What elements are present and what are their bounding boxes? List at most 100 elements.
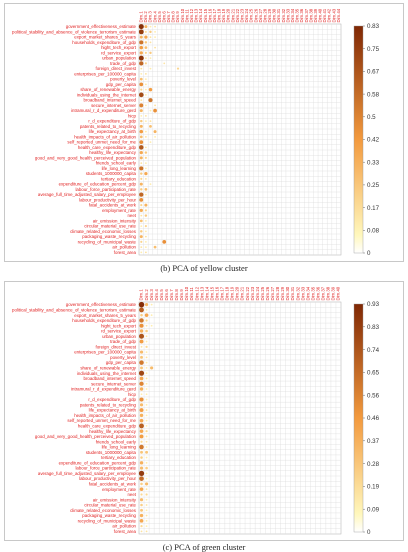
row-label: tertiary_education (101, 455, 136, 460)
heatmap-cell (163, 62, 166, 65)
row-label: life_long_learning (102, 445, 137, 450)
column-label: Dim.19 (221, 8, 226, 22)
color-bar-ticks: 0.93 0.83 0.74 0.65 0.56 0.46 0.37 0.28 0.19 0.09… (363, 301, 380, 536)
row-label: climate_related_economic_losses (70, 229, 137, 234)
heatmap-cell (138, 55, 144, 61)
heatmap-cell (145, 398, 148, 401)
heatmap-cell (139, 418, 144, 423)
heatmap-grid (138, 301, 342, 535)
row-label: rd_service_export (101, 329, 137, 334)
row-label: expenditure_of_education_percent_gdp (59, 182, 137, 187)
heatmap-cell (144, 151, 148, 154)
heatmap-cell (140, 503, 143, 507)
row-label: patents_related_to_recycling (80, 124, 137, 129)
heatmap-cell (139, 333, 145, 339)
heatmap-cell (139, 182, 143, 186)
heatmap-cell (144, 303, 149, 307)
heatmap-cell (139, 518, 144, 523)
column-label: Dim.36 (315, 286, 320, 300)
heatmap-cell (140, 72, 143, 75)
column-label: Dim.15 (209, 286, 214, 300)
heatmap-cell (139, 219, 143, 223)
column-label: Dim.29 (267, 8, 272, 22)
column-label: Dim.10 (184, 286, 189, 300)
row-label: packaging_waste_recycling (82, 513, 136, 518)
heatmap-cell (145, 393, 148, 396)
column-label: Dim.27 (258, 8, 263, 22)
column-label: Dim.21 (240, 286, 245, 300)
row-label: r_d_expenditure_of_gdp (88, 397, 136, 402)
row-label: circular_material_use_rate (84, 503, 136, 508)
row-label: recycling_of_municipal_waste (78, 518, 137, 523)
column-label: Dim.9 (175, 11, 180, 23)
row-label: labour_force_participation_rate (75, 466, 136, 471)
row-label: neet (127, 492, 136, 497)
row-label: labour_productivity_per_hour (79, 197, 136, 202)
heatmap-cell (145, 319, 148, 322)
heatmap-cell (139, 82, 144, 87)
heatmap-cell (139, 109, 143, 113)
column-label: Dim.37 (304, 8, 309, 22)
column-label: Dim.32 (295, 286, 300, 300)
column-label: Dim.13 (194, 8, 199, 22)
heatmap-cell (139, 145, 144, 150)
column-label: Dim.8 (174, 289, 179, 301)
column-labels: Dim.1 Dim.2 Dim.3 Dim.4 Dim.5 Dim.6 Dim.7 Dim.8… (138, 8, 340, 22)
column-label: Dim.4 (154, 289, 159, 301)
row-labels: government_effectiveness_estimatepolitic… (12, 302, 137, 534)
heatmap-cell (145, 504, 148, 506)
heatmap-cell (139, 135, 143, 139)
column-label: Dim.19 (230, 286, 235, 300)
column-label: Dim.43 (331, 8, 336, 22)
heatmap-cell (176, 67, 180, 70)
heatmap-cell (150, 314, 153, 317)
heatmap-cell (154, 135, 156, 138)
heatmap-cell (139, 40, 144, 45)
row-label: enterprises_per_100000_capita (74, 71, 136, 76)
row-label: r_d_expenditure_of_gdp (88, 119, 136, 124)
column-label: Dim.39 (331, 286, 336, 300)
heatmap-cell (150, 303, 153, 306)
heatmap-cell (149, 120, 152, 123)
column-label: Dim.14 (204, 286, 209, 300)
row-label: rd_service_export (101, 50, 137, 55)
heatmap-cell (149, 51, 152, 55)
heatmap-cell (145, 430, 148, 433)
heatmap-chart-green-cluster: Dim.1 Dim.2 Dim.3 Dim.4 Dim.5 Dim.6 Dim.7 Dim.8… (12, 286, 380, 536)
color-bar-tick-label: 0.37 (367, 438, 380, 445)
column-label: Dim.34 (305, 286, 310, 300)
heatmap-cell (145, 450, 149, 454)
heatmap-cell (140, 345, 143, 348)
heatmap-cell (140, 246, 143, 249)
color-bar-tick-label: 0.67 (367, 69, 380, 76)
heatmap-cell (139, 476, 144, 481)
row-label: export_market_shares_5_years (74, 35, 137, 40)
heatmap-cell (139, 77, 143, 81)
heatmap-grid (138, 23, 342, 256)
heatmap-cell (139, 307, 144, 313)
row-label: gdp_per_capita (106, 82, 137, 87)
heatmap-cell (145, 340, 148, 343)
row-label: students_1000000_capita (86, 450, 137, 455)
heatmap-cell (140, 456, 143, 459)
column-label: Dim.12 (189, 8, 194, 22)
column-label: Dim.41 (322, 8, 327, 22)
heatmap-cell (138, 24, 144, 30)
heatmap-cell (138, 92, 144, 98)
heatmap-cell (144, 225, 147, 228)
column-label: Dim.3 (149, 289, 154, 301)
heatmap-cell (144, 25, 148, 29)
row-label: health_impacts_of_air_pollution (74, 413, 136, 418)
heatmap-cell (140, 214, 143, 217)
column-label: Dim.23 (239, 8, 244, 22)
heatmap-cell (144, 146, 147, 149)
heatmap-cell (139, 318, 144, 323)
heatmap-cell (145, 388, 148, 390)
row-label: hicp (128, 113, 137, 118)
column-label: Dim.2 (143, 11, 148, 23)
heatmap-cell (140, 355, 143, 359)
row-label: packaging_waste_recycling (82, 234, 136, 239)
color-bar-tick-label: 0.58 (367, 91, 380, 98)
heatmap-cell (149, 25, 152, 28)
